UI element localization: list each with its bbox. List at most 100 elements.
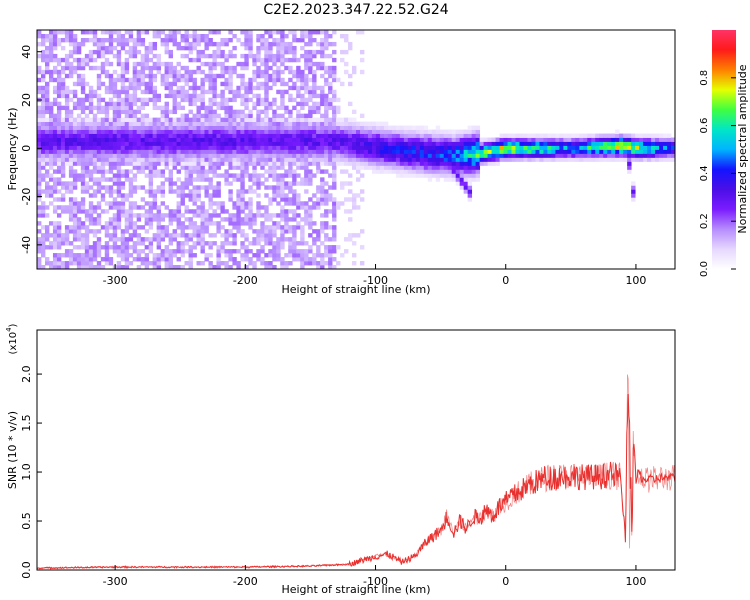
heatmap-cell (204, 105, 209, 111)
heatmap-cell (132, 141, 138, 146)
heatmap-cell (288, 129, 293, 134)
heatmap-cell (148, 41, 154, 47)
heatmap-cell (631, 181, 636, 186)
heatmap-cell (116, 249, 122, 254)
heatmap-cell (176, 209, 181, 214)
heatmap-cell (228, 30, 233, 35)
heatmap-cell (152, 125, 158, 130)
heatmap-cell (324, 249, 329, 254)
heatmap-cell (232, 173, 237, 178)
heatmap-cell (419, 141, 425, 146)
heatmap-cell (188, 181, 193, 186)
heatmap-cell (252, 253, 257, 258)
x-tick-label: -200 (233, 274, 258, 287)
heatmap-cell (56, 129, 62, 134)
heatmap-cell (455, 173, 461, 178)
heatmap-cell (316, 233, 321, 238)
spectrogram-cells (37, 30, 675, 269)
heatmap-cell (236, 221, 241, 226)
heatmap-cell (268, 253, 273, 258)
heatmap-cell (204, 153, 209, 158)
heatmap-cell (671, 137, 675, 142)
heatmap-cell (284, 197, 289, 202)
heatmap-cell (156, 161, 162, 166)
heatmap-cell (116, 109, 122, 115)
heatmap-cell (100, 141, 106, 146)
heatmap-cell (172, 30, 177, 35)
heatmap-cell (172, 133, 177, 138)
heatmap-cell (320, 97, 325, 103)
heatmap-cell (200, 241, 205, 246)
heatmap-cell (316, 165, 321, 170)
heatmap-cell (627, 157, 632, 162)
heatmap-cell (403, 125, 409, 130)
heatmap-cell (76, 265, 82, 269)
heatmap-cell (144, 237, 150, 242)
heatmap-cell (108, 153, 114, 158)
heatmap-cell (232, 213, 237, 218)
heatmap-cell (280, 81, 285, 87)
heatmap-cell (92, 153, 98, 158)
heatmap-cell (316, 157, 321, 162)
heatmap-cell (539, 141, 544, 146)
heatmap-cell (160, 30, 165, 35)
heatmap-cell (272, 73, 277, 79)
x-tick-label: -100 (363, 575, 388, 588)
heatmap-cell (112, 205, 118, 210)
heatmap-cell (96, 157, 102, 162)
heatmap-cell (140, 30, 146, 35)
heatmap-cell (156, 261, 162, 266)
heatmap-cell (172, 209, 177, 214)
heatmap-cell (332, 129, 337, 134)
heatmap-cell (128, 157, 134, 162)
heatmap-cell (363, 121, 369, 126)
heatmap-cell (60, 85, 66, 91)
heatmap-cell (627, 165, 632, 170)
heatmap-cell (379, 157, 385, 162)
heatmap-cell (663, 141, 668, 146)
heatmap-cell (188, 161, 193, 166)
heatmap-cell (100, 117, 106, 123)
heatmap-cell (176, 161, 181, 166)
heatmap-cell (180, 117, 185, 123)
heatmap-cell (216, 105, 221, 111)
heatmap-cell (236, 85, 241, 91)
heatmap-cell (591, 157, 596, 162)
heatmap-cell (56, 181, 62, 186)
heatmap-cell (192, 145, 197, 150)
heatmap-cell (359, 113, 365, 119)
heatmap-cell (308, 197, 313, 202)
heatmap-cell (268, 261, 273, 266)
heatmap-cell (100, 65, 106, 71)
heatmap-cell (312, 205, 317, 210)
heatmap-cell (48, 137, 54, 142)
heatmap-cell (352, 253, 357, 258)
heatmap-cell (320, 101, 325, 107)
heatmap-cell (280, 37, 285, 43)
heatmap-cell (280, 229, 285, 234)
snr-x-label: Height of straight line (km) (281, 583, 430, 596)
heatmap-cell (356, 141, 361, 146)
heatmap-cell (236, 217, 241, 222)
heatmap-cell (667, 145, 672, 150)
heatmap-cell (280, 149, 285, 154)
heatmap-cell (96, 169, 102, 174)
heatmap-cell (76, 221, 82, 226)
heatmap-cell (44, 173, 50, 178)
heatmap-cell (200, 97, 205, 103)
heatmap-cell (212, 153, 217, 158)
heatmap-cell (140, 249, 146, 254)
heatmap-cell (288, 189, 293, 194)
heatmap-cell (44, 53, 50, 59)
heatmap-cell (92, 133, 98, 138)
heatmap-cell (280, 185, 285, 190)
heatmap-cell (128, 105, 134, 111)
heatmap-cell (152, 213, 158, 218)
heatmap-cell (467, 145, 473, 150)
heatmap-cell (415, 137, 421, 142)
heatmap-cell (60, 81, 66, 87)
heatmap-cell (72, 65, 78, 71)
heatmap-cell (172, 181, 177, 186)
heatmap-cell (507, 133, 512, 138)
heatmap-cell (80, 149, 86, 154)
